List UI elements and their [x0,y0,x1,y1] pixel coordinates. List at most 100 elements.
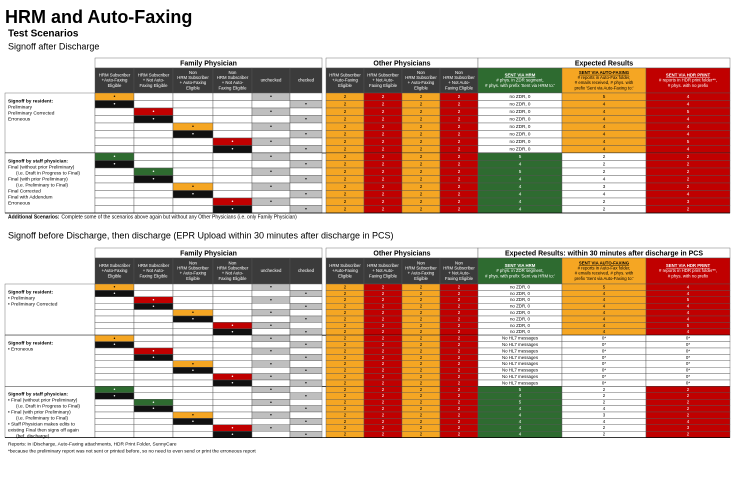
fp-mark: • [192,361,194,367]
op-value: 2 [458,206,461,211]
result-header-cell [477,67,563,94]
op-value: 2 [344,139,347,144]
op-value: 2 [382,94,385,99]
fp-cell [94,190,135,199]
result-value: 4 [687,310,690,315]
op-column-header: HRM Subscriber [367,263,399,268]
result-value: 4 [687,419,690,424]
result-value: 2 [687,176,690,181]
fp-mark: • [305,381,307,387]
op-column-header: + Not Auto- [448,271,470,276]
op-value: 2 [420,131,423,136]
result-value: no ZDR, 0 [510,116,531,121]
fp-cell [172,303,214,310]
op-column-header-cell [401,67,441,94]
result-value: no ZDR, 0 [510,291,531,296]
result-header: SENT VIA HRM [505,263,536,268]
result-value: 0* [686,361,690,366]
op-value: 2 [420,361,423,366]
op-value: 2 [382,361,385,366]
result-value: 4 [519,206,522,211]
additional-scenarios-note: Additional Scenarios: Complete some of th… [8,215,297,221]
result-value: 4 [519,406,522,411]
fp-cell [94,379,135,387]
result-value: no ZDR, 0 [510,94,531,99]
op-value: 2 [344,94,347,99]
op-value: 2 [344,310,347,315]
scenario-label: Erroneous [8,200,31,206]
op-value: 2 [458,116,461,121]
op-column-header: Eligible [338,83,352,88]
result-value: 0* [602,336,606,341]
result-value: no ZDR, 0 [510,146,531,151]
fp-column-header: Faxing Eligible [219,276,248,281]
scenario-label: (i.e. Preliminary to Final) [16,182,68,188]
fp-cell [251,190,291,199]
fp-mark: • [270,169,272,175]
op-value: 2 [344,297,347,302]
fp-mark: • [232,425,234,431]
fp-cell [94,347,135,355]
op-value: 2 [420,154,423,159]
result-value: no ZDR, 0 [510,297,531,302]
fp-column-header: +Auto-Faxing [102,268,128,273]
result-value: 4 [603,101,606,106]
fp-cell [133,122,174,131]
op-value: 2 [458,329,461,334]
fp-cell [251,379,291,387]
op-column-header: Non [417,260,425,265]
result-value: 5 [603,284,606,289]
op-column-header: Faxing Eligible [445,276,474,281]
result-header: # phys. with no prefix [668,83,709,88]
op-value: 2 [344,109,347,114]
fp-mark: • [305,304,307,310]
fp-mark: • [153,406,155,412]
fp-cell [212,283,253,291]
fp-cell [251,145,291,154]
fp-cell [94,175,135,184]
fp-cell [133,386,174,393]
op-value: 2 [420,387,423,392]
fp-cell [289,107,323,116]
fp-mark: • [270,323,272,329]
op-value: 2 [344,400,347,405]
op-column-header-cell [363,67,403,94]
scenario-label: (i.e. Draft in Progress to Final) [16,170,80,176]
fp-column-header: +Auto-Faxing [102,78,128,83]
op-column-header: + Auto-Faxing [408,271,435,276]
fp-cell [133,145,174,154]
result-value: no ZDR, 0 [510,284,531,289]
fp-mark: • [305,192,307,198]
fp-cell [251,175,291,184]
result-header: # reports in HDR print folder**, [659,78,717,83]
scenario-label: Signoff by resident: [8,340,53,346]
op-value: 2 [344,146,347,151]
op-value: 2 [420,380,423,385]
result-value: 2 [687,406,690,411]
fp-cell [289,309,323,317]
fp-cell [94,315,135,323]
scenario-label: Final with Addendum [8,194,53,200]
fp-column-header-cell [94,67,135,94]
op-column-header: Eligible [338,273,352,278]
fp-cell [94,167,135,176]
fp-column-header-cell [289,67,323,94]
fp-cell [172,100,214,109]
fp-mark: • [270,349,272,355]
fp-cell [133,335,174,342]
result-value: 0* [686,342,690,347]
fp-cell [289,411,323,419]
op-value: 2 [344,206,347,211]
fp-column-header: unchecked [261,78,282,83]
result-value: 3 [687,425,690,430]
op-value: 2 [458,310,461,315]
op-value: 2 [344,425,347,430]
result-value: 4 [603,191,606,196]
fp-cell [133,160,174,169]
result-value: 2 [687,184,690,189]
op-value: 2 [420,146,423,151]
scenario-label: Preliminary Corrected [8,110,55,116]
op-value: 2 [458,348,461,353]
result-value: 4 [687,329,690,334]
op-value: 2 [382,169,385,174]
